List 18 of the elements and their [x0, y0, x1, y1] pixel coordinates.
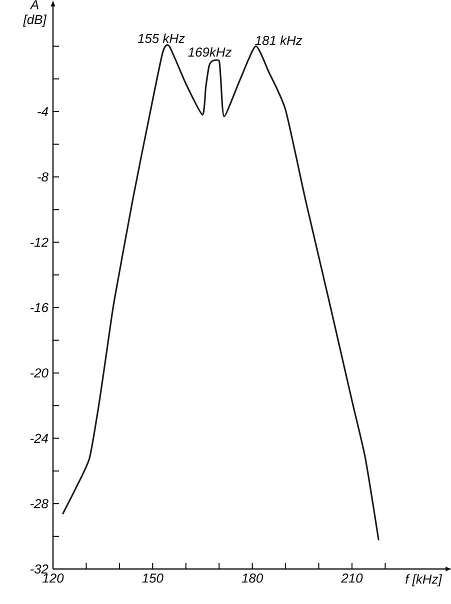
x-tick-label: 210 [341, 574, 363, 583]
y-tick-label: -12 [30, 238, 48, 247]
x-tick-label: 120 [42, 574, 64, 583]
x-axis-title: f [kHz] [406, 574, 442, 586]
y-axis-title: A [dB] [23, 0, 47, 27]
annotation: 155 kHz [138, 33, 185, 43]
x-tick-label: 180 [242, 574, 264, 583]
y-tick-label: -4 [38, 107, 48, 116]
y-tick-label: -28 [30, 499, 48, 508]
x-tick-label: 150 [142, 574, 164, 583]
y-tick-label: -16 [30, 303, 48, 312]
y-tick-label: -24 [30, 434, 48, 443]
annotation: 169kHz [188, 47, 232, 57]
y-tick-label: -32 [30, 564, 48, 574]
y-tick-label: -8 [38, 172, 48, 182]
annotation: 181 kHz [255, 35, 302, 45]
line-series [62, 45, 380, 540]
y-tick-label: -20 [30, 368, 48, 378]
